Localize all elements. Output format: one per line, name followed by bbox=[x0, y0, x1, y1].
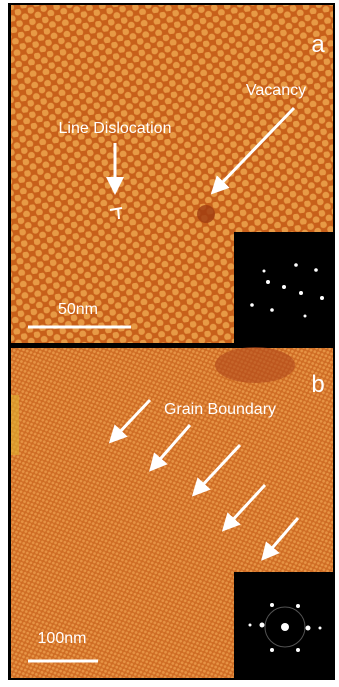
page: a Vacancy Line Dislocation 50nm b Grain … bbox=[0, 0, 339, 682]
defect-region bbox=[11, 395, 19, 455]
panel-label: b bbox=[311, 371, 324, 398]
defect-region bbox=[215, 347, 295, 383]
panel-label: a bbox=[311, 31, 325, 58]
panel-a: a Vacancy Line Dislocation 50nm bbox=[11, 5, 333, 343]
panel-b: b Grain Boundary 100nm bbox=[11, 347, 333, 678]
annotation: Grain Boundary bbox=[164, 401, 276, 418]
scale-bar-label: 50nm bbox=[58, 301, 98, 318]
scale-bar-label: 100nm bbox=[38, 630, 87, 647]
vacancy-spot bbox=[197, 205, 215, 223]
annotation: Line Dislocation bbox=[59, 120, 172, 137]
figure: a Vacancy Line Dislocation 50nm b Grain … bbox=[0, 0, 339, 682]
annotation: Vacancy bbox=[246, 82, 306, 99]
